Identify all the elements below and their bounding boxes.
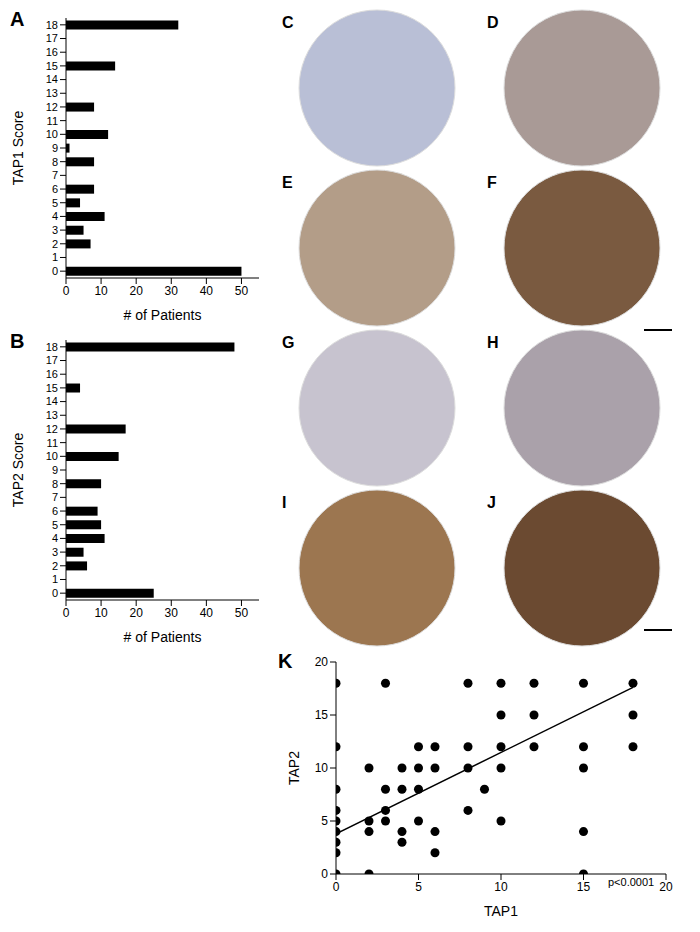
svg-text:15: 15 — [46, 382, 58, 394]
svg-text:1: 1 — [52, 573, 58, 585]
svg-text:0: 0 — [52, 587, 58, 599]
svg-text:16: 16 — [46, 46, 58, 58]
svg-text:10: 10 — [46, 450, 58, 462]
svg-text:E: E — [282, 174, 293, 191]
svg-text:F: F — [487, 174, 497, 191]
svg-text:16: 16 — [46, 368, 58, 380]
svg-text:12: 12 — [46, 101, 58, 113]
svg-text:4: 4 — [52, 210, 58, 222]
svg-text:15: 15 — [315, 708, 329, 722]
svg-text:14: 14 — [46, 73, 58, 85]
svg-text:11: 11 — [47, 115, 58, 127]
svg-text:D: D — [487, 14, 499, 31]
svg-text:3: 3 — [52, 546, 58, 558]
svg-text:0: 0 — [63, 284, 70, 298]
html-text:A: A — [10, 8, 25, 30]
svg-text:3: 3 — [52, 224, 58, 236]
svg-text:6: 6 — [52, 505, 58, 517]
svg-text:J: J — [487, 494, 496, 511]
svg-text:20: 20 — [130, 284, 144, 298]
svg-text:15: 15 — [577, 880, 591, 894]
svg-text:20: 20 — [659, 880, 673, 894]
html-text:K: K — [278, 650, 293, 672]
svg-text:15: 15 — [46, 60, 58, 72]
svg-text:5: 5 — [52, 519, 58, 531]
svg-text:6: 6 — [52, 183, 58, 195]
svg-text:14: 14 — [46, 395, 58, 407]
svg-text:# of Patients: # of Patients — [124, 307, 202, 323]
svg-text:TAP2 Score: TAP2 Score — [10, 433, 26, 508]
svg-text:5: 5 — [321, 814, 328, 828]
svg-text:10: 10 — [315, 761, 329, 775]
svg-text:20: 20 — [315, 655, 329, 669]
svg-text:C: C — [282, 14, 294, 31]
svg-text:0: 0 — [321, 867, 328, 881]
svg-text:0: 0 — [333, 880, 340, 894]
svg-text:8: 8 — [52, 156, 58, 168]
svg-text:18: 18 — [46, 19, 58, 31]
svg-text:50: 50 — [235, 606, 249, 620]
svg-text:0: 0 — [52, 265, 58, 277]
svg-text:5: 5 — [415, 880, 422, 894]
svg-text:G: G — [282, 334, 294, 351]
svg-text:40: 40 — [200, 606, 214, 620]
svg-text:30: 30 — [165, 284, 179, 298]
svg-text:0: 0 — [63, 606, 70, 620]
svg-text:9: 9 — [52, 142, 58, 154]
svg-text:13: 13 — [46, 409, 58, 421]
svg-text:18: 18 — [46, 341, 58, 353]
svg-text:10: 10 — [494, 880, 508, 894]
svg-text:TAP2: TAP2 — [286, 751, 302, 785]
svg-text:13: 13 — [46, 87, 58, 99]
svg-text:4: 4 — [52, 532, 58, 544]
svg-text:10: 10 — [46, 128, 58, 140]
svg-text:7: 7 — [52, 491, 58, 503]
svg-text:I: I — [282, 494, 286, 511]
svg-text:12: 12 — [46, 423, 58, 435]
svg-text:17: 17 — [46, 32, 58, 44]
svg-text:10: 10 — [94, 284, 108, 298]
svg-text:5: 5 — [52, 197, 58, 209]
svg-text:2: 2 — [52, 560, 58, 572]
svg-text:7: 7 — [52, 169, 58, 181]
svg-text:1: 1 — [52, 251, 58, 263]
svg-text:TAP1: TAP1 — [484, 903, 518, 919]
svg-text:8: 8 — [52, 478, 58, 490]
svg-text:# of Patients: # of Patients — [124, 629, 202, 645]
svg-text:50: 50 — [235, 284, 249, 298]
svg-text:10: 10 — [94, 606, 108, 620]
svg-text:20: 20 — [130, 606, 144, 620]
svg-text:11: 11 — [47, 437, 58, 449]
svg-text:30: 30 — [165, 606, 179, 620]
html-text:p<0.0001: p<0.0001 — [608, 876, 655, 888]
svg-text:H: H — [487, 334, 499, 351]
svg-text:40: 40 — [200, 284, 214, 298]
svg-text:9: 9 — [52, 464, 58, 476]
html-text:B: B — [10, 330, 25, 352]
svg-text:17: 17 — [46, 354, 58, 366]
svg-text:TAP1 Score: TAP1 Score — [10, 111, 26, 186]
svg-text:2: 2 — [52, 238, 58, 250]
